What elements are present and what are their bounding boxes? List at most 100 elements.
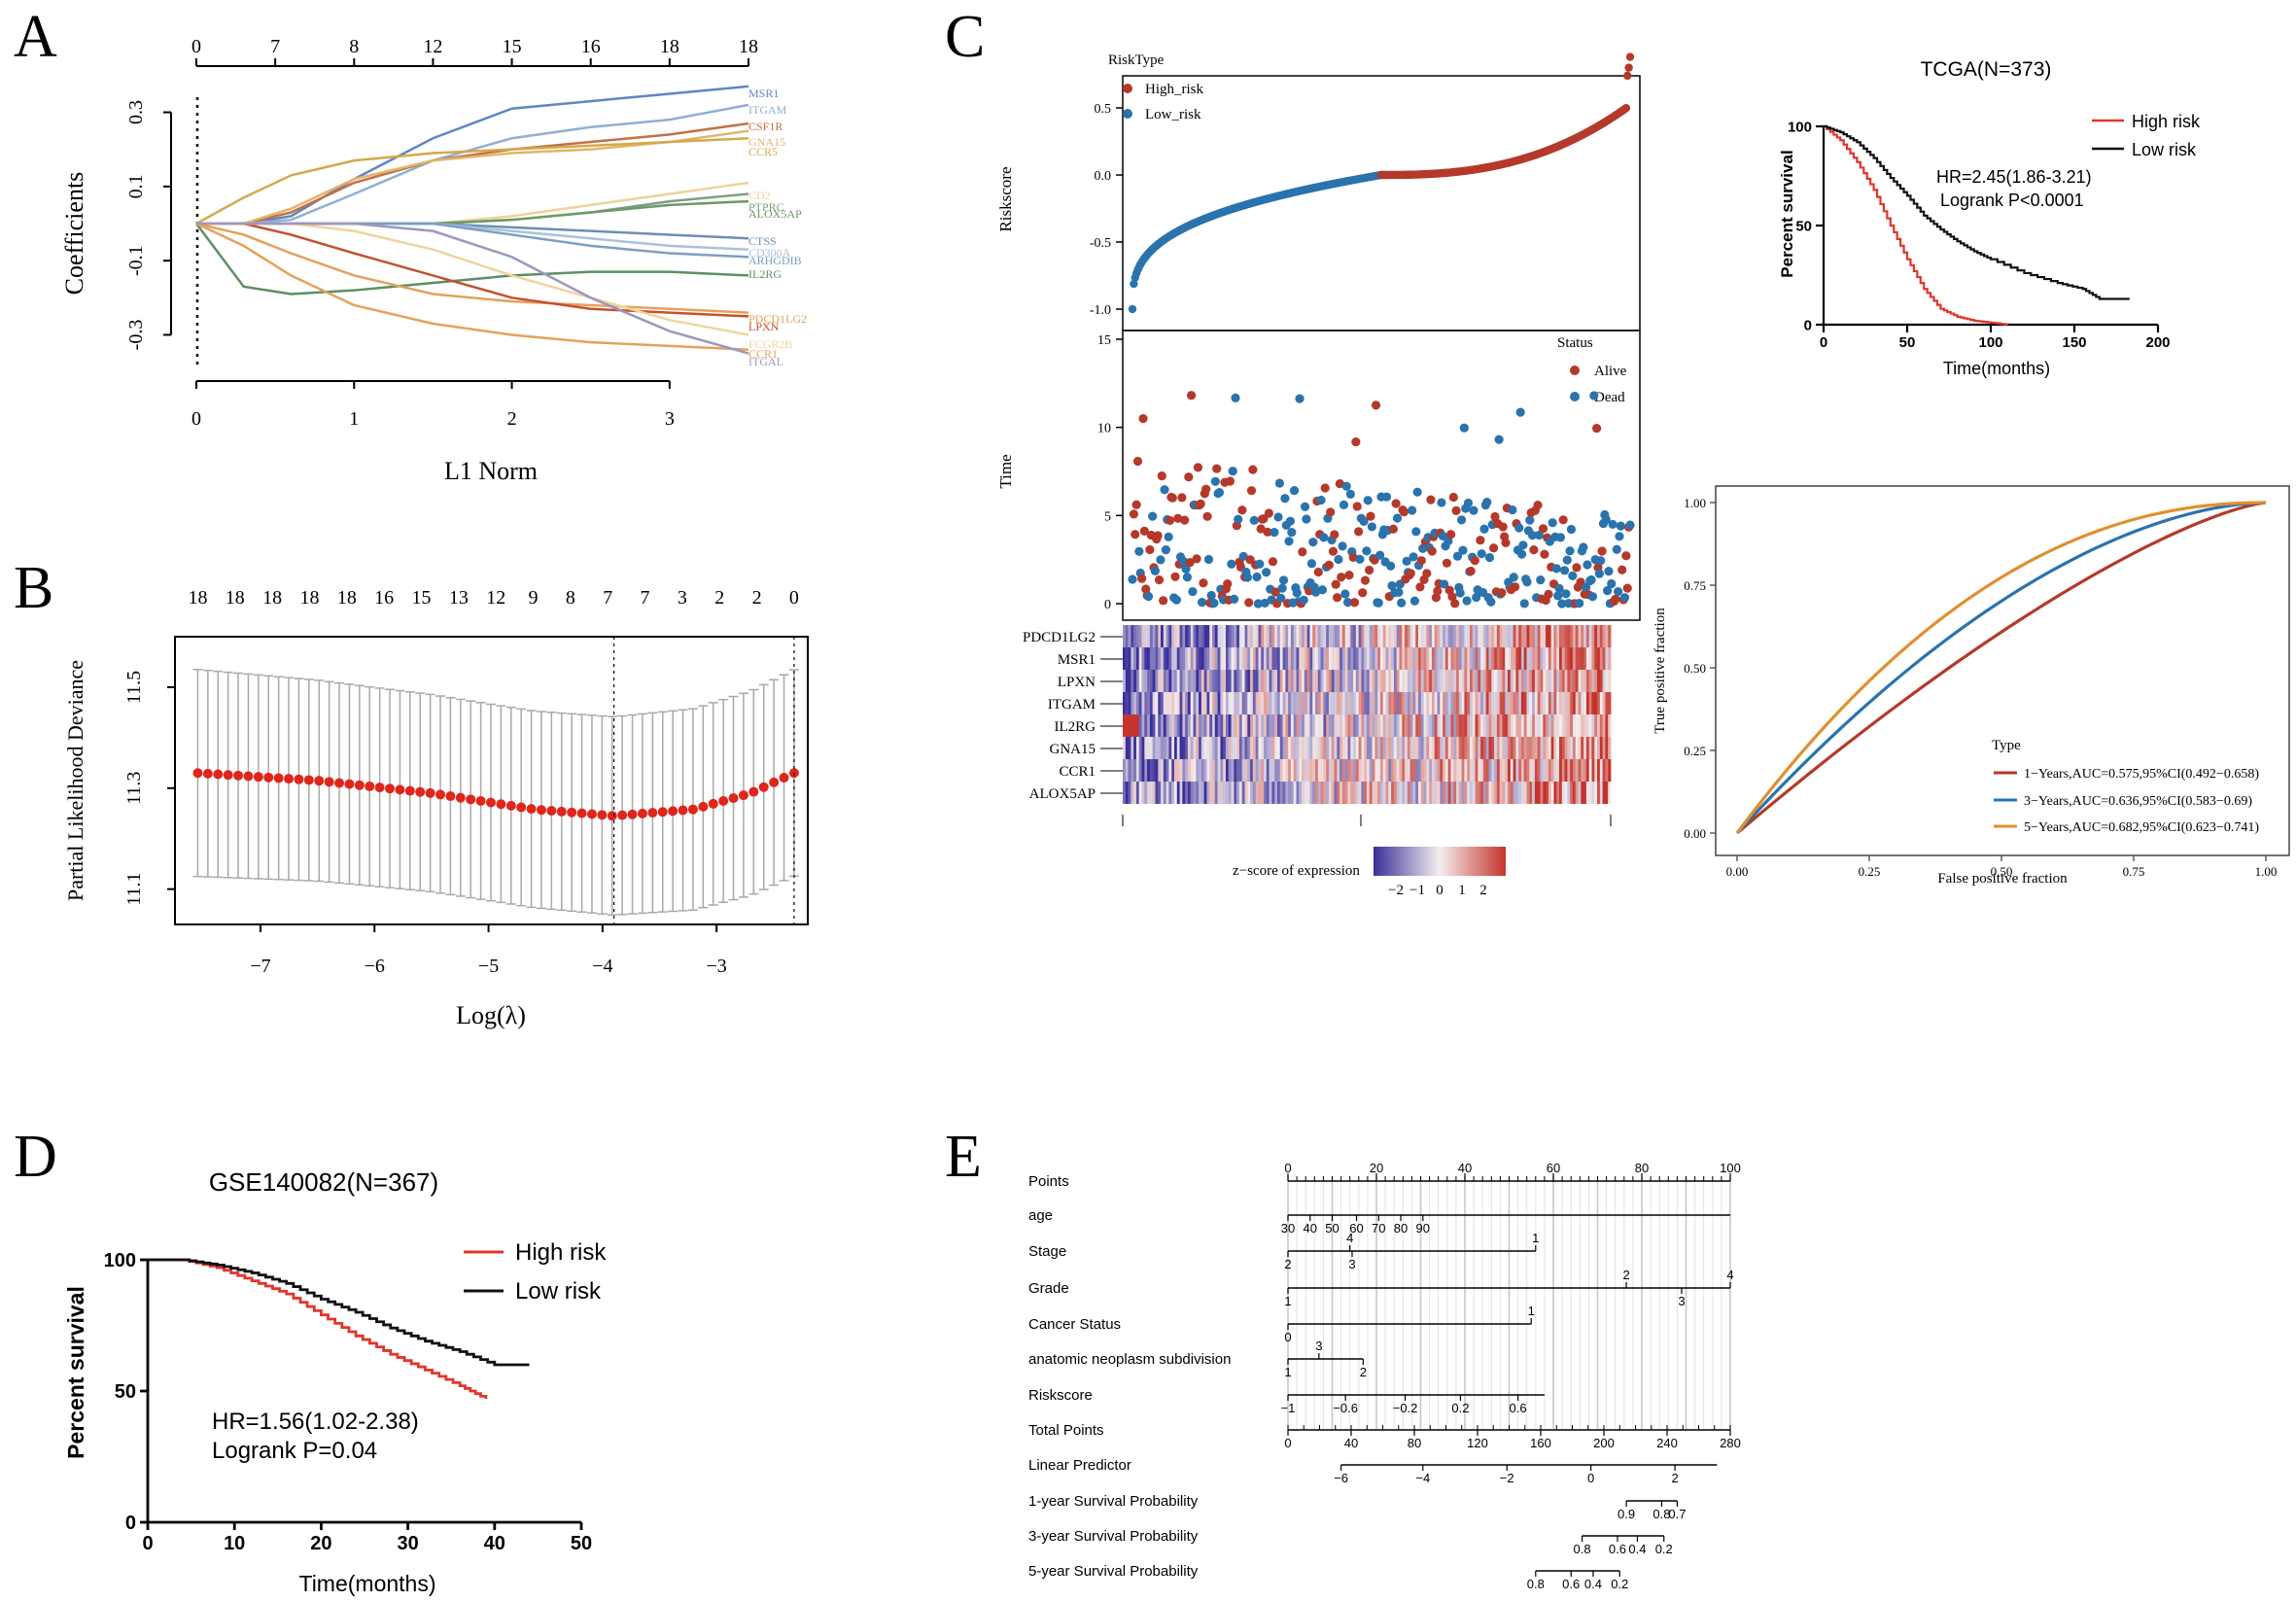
heatmap-cell xyxy=(1155,782,1159,804)
heatmap-cell xyxy=(1293,714,1297,737)
heatmap-cell xyxy=(1415,782,1419,804)
heatmap-cell xyxy=(1247,670,1251,692)
heatmap-cell xyxy=(1220,647,1224,670)
time-alive-point xyxy=(1371,400,1381,410)
heatmap-cell xyxy=(1196,670,1200,692)
heatmap-cell xyxy=(1176,625,1180,647)
heatmap-cell xyxy=(1548,759,1552,782)
heatmap-cell xyxy=(1440,737,1444,759)
heatmap-cell xyxy=(1585,647,1590,670)
heatmap-cell xyxy=(1187,714,1192,737)
heatmap-cell xyxy=(1453,692,1457,714)
heatmap-cell xyxy=(1323,692,1327,714)
heatmap-cell xyxy=(1461,647,1465,670)
heatmap-cell xyxy=(1546,625,1549,647)
km-tcga-x-tick-label: 200 xyxy=(2145,334,2170,351)
heatmap-cell xyxy=(1255,625,1259,647)
heatmap-cell xyxy=(1546,782,1549,804)
heatmap-cell xyxy=(1602,782,1606,804)
panel-a-ylabel: Coefficients xyxy=(60,172,88,296)
time-alive-point xyxy=(1448,492,1458,503)
panel-a-path-label: CCR5 xyxy=(748,145,778,158)
heatmap-cell xyxy=(1602,737,1606,759)
panel-c-risktype-legend-title: RiskType xyxy=(1108,52,1165,68)
heatmap-cell xyxy=(1228,782,1232,804)
heatmap-cell xyxy=(1367,737,1371,759)
heatmap-cell xyxy=(1423,714,1427,737)
heatmap-cell xyxy=(1385,692,1389,714)
heatmap-cell xyxy=(1212,714,1216,737)
km-tcga-y-tick-label: 50 xyxy=(1795,218,1812,234)
heatmap-cell xyxy=(1374,759,1378,782)
heatmap-cell xyxy=(1508,759,1512,782)
heatmap-cell xyxy=(1144,692,1148,714)
km-tcga-x-tick-label: 150 xyxy=(2062,334,2086,351)
panel-b-point xyxy=(657,807,668,818)
heatmap-cell xyxy=(1364,692,1368,714)
panel-b-point xyxy=(294,774,304,784)
heatmap-cell xyxy=(1306,692,1310,714)
km-tcga-title: TCGA(N=373) xyxy=(1921,58,2052,81)
heatmap-cell xyxy=(1264,737,1268,759)
heatmap-cell xyxy=(1485,759,1489,782)
heatmap-cell xyxy=(1276,737,1281,759)
heatmap-cell xyxy=(1334,737,1338,759)
heatmap-cell xyxy=(1228,737,1232,759)
heatmap-cell xyxy=(1426,737,1430,759)
heatmap-cell xyxy=(1261,692,1265,714)
heatmap-cell xyxy=(1488,714,1492,737)
heatmap-cell xyxy=(1534,692,1539,714)
heatmap-cell xyxy=(1269,670,1272,692)
heatmap-cell xyxy=(1369,670,1373,692)
km-tcga-curve-low-risk xyxy=(1824,124,2130,300)
heatmap-cell xyxy=(1328,759,1333,782)
heatmap-cell xyxy=(1520,782,1525,804)
heatmap-cell xyxy=(1402,782,1406,804)
heatmap-cell xyxy=(1187,782,1192,804)
time-alive-point xyxy=(1622,583,1632,593)
heatmap-cell xyxy=(1304,647,1308,670)
heatmap-cell xyxy=(1152,737,1156,759)
heatmap-cell xyxy=(1231,670,1235,692)
heatmap-cell xyxy=(1591,625,1595,647)
time-dead-point xyxy=(1458,545,1468,555)
heatmap-cell xyxy=(1570,670,1574,692)
heatmap-cell xyxy=(1581,692,1584,714)
time-dead-point xyxy=(1242,573,1252,582)
heatmap-cell xyxy=(1225,782,1230,804)
time-dead-point xyxy=(1561,589,1571,599)
panel-b-top-label: 18 xyxy=(226,587,245,609)
time-alive-point xyxy=(1180,515,1190,525)
heatmap-cell xyxy=(1602,714,1606,737)
heatmap-cell xyxy=(1496,737,1501,759)
time-dead-point xyxy=(1128,574,1137,584)
heatmap-cell xyxy=(1187,647,1192,670)
heatmap-cell xyxy=(1220,670,1224,692)
heatmap-cell xyxy=(1317,647,1321,670)
heatmap-cell xyxy=(1320,670,1324,692)
time-alive-point xyxy=(1538,524,1548,534)
heatmap-cell xyxy=(1214,782,1219,804)
heatmap-cell xyxy=(1472,737,1476,759)
heatmap-cell xyxy=(1355,737,1360,759)
heatmap-cell xyxy=(1537,782,1541,804)
heatmap-cell xyxy=(1399,714,1403,737)
heatmap-cell xyxy=(1217,647,1221,670)
heatmap-cell xyxy=(1437,759,1441,782)
heatmap-cell xyxy=(1588,625,1592,647)
heatmap-cell xyxy=(1128,714,1131,737)
heatmap-cell xyxy=(1326,670,1330,692)
heatmap-cell xyxy=(1388,625,1392,647)
heatmap-cell xyxy=(1523,692,1527,714)
heatmap-cell xyxy=(1217,782,1221,804)
nomogram-tick-label: 100 xyxy=(1720,1161,1741,1175)
heatmap-cell xyxy=(1556,647,1560,670)
heatmap-cell xyxy=(1581,714,1584,737)
heatmap-cell xyxy=(1456,692,1460,714)
km-gse-x-tick-label: 30 xyxy=(397,1533,418,1554)
heatmap-cell xyxy=(1261,647,1265,670)
panel-a-y-tick-label: 0.3 xyxy=(125,100,147,124)
heatmap-cell xyxy=(1382,670,1386,692)
time-dead-point xyxy=(1534,530,1545,540)
heatmap-cell xyxy=(1276,782,1281,804)
